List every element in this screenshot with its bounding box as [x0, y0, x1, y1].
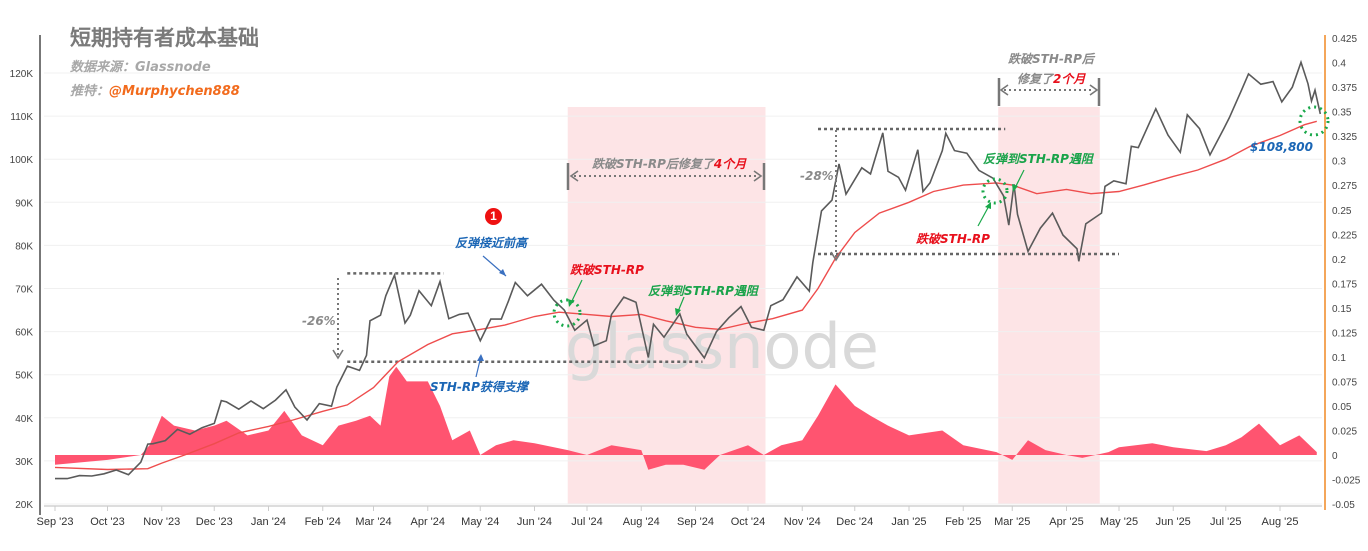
- left-tick-label: 30K: [15, 457, 33, 468]
- right-tick-label: 0.25: [1332, 206, 1352, 217]
- oscillator-area: [55, 366, 1317, 470]
- x-tick-label: Sep '23: [37, 516, 74, 528]
- recover-4m-highlight: 4个月: [713, 157, 747, 171]
- resist-label-1: 反弹到STH-RP遇阻: [648, 284, 758, 298]
- right-tick-label: 0.2: [1332, 255, 1346, 266]
- recover-4m-prefix: 跌破STH-RP后修复了: [592, 157, 714, 171]
- left-tick-label: 80K: [15, 241, 33, 252]
- marker-badge: 1: [485, 208, 502, 225]
- x-tick-label: Nov '23: [143, 516, 180, 528]
- highlight-band: [567, 107, 766, 504]
- left-tick-label: 70K: [15, 285, 33, 296]
- recover-2m-line2: 修复了2个月: [1017, 70, 1085, 87]
- recover-4m-label: 跌破STH-RP后修复了4个月: [592, 155, 746, 172]
- highlight-band: [998, 107, 1100, 504]
- author: 推特：@Murphychen888: [70, 80, 240, 99]
- recover-2m-line1: 跌破STH-RP后: [1008, 52, 1094, 66]
- price-line: [55, 59, 1322, 480]
- x-tick-label: Oct '24: [731, 516, 766, 528]
- near-high-label: 反弹接近前高: [455, 236, 528, 250]
- left-tick-label: 110K: [10, 112, 33, 123]
- right-tick-label: 0: [1332, 451, 1338, 462]
- watermark: glassnode: [565, 310, 879, 383]
- x-tick-label: Mar '24: [355, 516, 391, 528]
- right-tick-label: 0.325: [1332, 132, 1357, 143]
- x-tick-label: Feb '24: [305, 516, 341, 528]
- x-tick-label: May '25: [1100, 516, 1138, 528]
- x-tick-label: Aug '24: [623, 516, 660, 528]
- break-label-1: 跌破STH-RP: [570, 263, 644, 277]
- break-label-2: 跌破STH-RP: [916, 232, 990, 246]
- left-tick-label: 50K: [15, 371, 33, 382]
- x-tick-label: Jun '24: [517, 516, 552, 528]
- right-tick-label: 0.425: [1332, 34, 1357, 45]
- x-tick-label: Jun '25: [1156, 516, 1191, 528]
- data-source: 数据来源：Glassnode: [70, 60, 211, 75]
- x-tick-label: Aug '25: [1262, 516, 1299, 528]
- x-tick-label: Oct '23: [90, 516, 125, 528]
- sth-rp-line: [54, 120, 1317, 471]
- highlight-circles: [552, 105, 1330, 328]
- left-tick-label: 90K: [15, 198, 33, 209]
- x-tick-label: Jan '25: [891, 516, 926, 528]
- right-tick-label: 0.175: [1332, 279, 1357, 290]
- right-tick-label: 0.05: [1332, 402, 1352, 413]
- recover-2m-prefix: 修复了: [1017, 72, 1054, 86]
- right-tick-label: -0.05: [1332, 500, 1355, 511]
- right-tick-label: 0.4: [1332, 59, 1346, 70]
- left-tick-label: 60K: [15, 328, 33, 339]
- right-tick-label: 0.075: [1332, 377, 1357, 388]
- x-tick-label: Nov '24: [784, 516, 821, 528]
- current-sth-rp-value: $108,800: [1250, 140, 1314, 154]
- x-tick-label: Jul '24: [571, 516, 602, 528]
- right-tick-label: 0.125: [1332, 328, 1357, 339]
- right-tick-label: 0.025: [1332, 426, 1357, 437]
- x-tick-label: May '24: [461, 516, 499, 528]
- left-tick-label: 20K: [15, 500, 33, 511]
- left-tick-label: 40K: [15, 414, 33, 425]
- drop-28-label: -28%: [800, 169, 834, 183]
- x-tick-label: Jul '25: [1210, 516, 1241, 528]
- recover-2m-highlight: 2个月: [1053, 72, 1086, 86]
- author-handle: @Murphychen888: [109, 84, 240, 99]
- right-tick-label: -0.025: [1332, 476, 1361, 487]
- right-tick-label: 0.275: [1332, 181, 1357, 192]
- pointer-arrows: [475, 169, 1025, 378]
- drop-26-label: -26%: [302, 314, 336, 328]
- support-label: STH-RP获得支撑: [430, 380, 528, 394]
- resist-label-2: 反弹到STH-RP遇阻: [983, 152, 1093, 166]
- arrowheads: [332, 78, 1101, 360]
- right-tick-label: 0.375: [1332, 83, 1357, 94]
- author-prefix: 推特：: [70, 84, 110, 99]
- x-tick-label: Feb '25: [945, 516, 981, 528]
- annotation-arrows: [337, 89, 1094, 356]
- right-tick-label: 0.3: [1332, 157, 1346, 168]
- x-tick-label: Mar '25: [994, 516, 1030, 528]
- x-tick-label: Dec '24: [836, 516, 873, 528]
- x-tick-label: Jan '24: [251, 516, 286, 528]
- left-tick-label: 100K: [10, 155, 34, 166]
- x-tick-label: Sep '24: [677, 516, 714, 528]
- x-tick-label: Apr '25: [1049, 516, 1084, 528]
- chart-title: 短期持有者成本基础: [70, 26, 259, 50]
- right-tick-label: 0.225: [1332, 230, 1357, 241]
- right-tick-label: 0.35: [1332, 108, 1352, 119]
- x-tick-label: Apr '24: [410, 516, 445, 528]
- right-tick-label: 0.1: [1332, 353, 1346, 364]
- left-tick-label: 120K: [10, 69, 34, 80]
- x-tick-label: Dec '23: [196, 516, 233, 528]
- right-tick-label: 0.15: [1332, 304, 1352, 315]
